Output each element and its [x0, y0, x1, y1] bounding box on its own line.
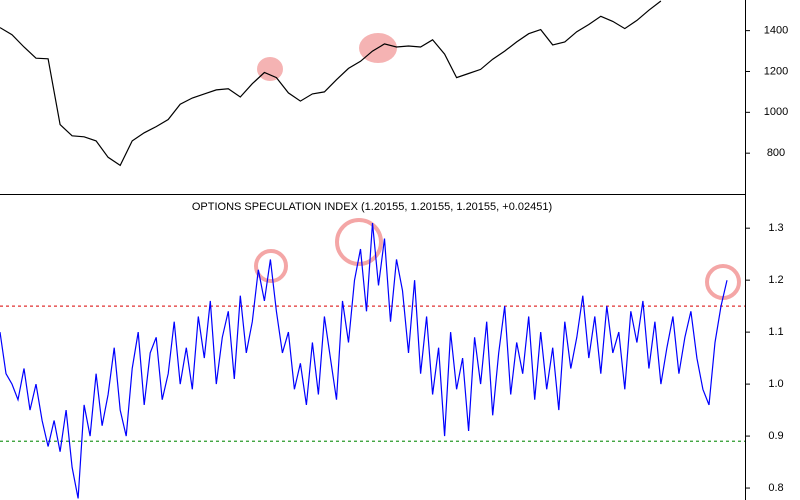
- y-tick-label: 0.8: [768, 482, 783, 494]
- data-line: [0, 0, 662, 167]
- y-tick-label: 1.3: [768, 222, 783, 234]
- highlight: [335, 218, 383, 266]
- y-tick-label: 1200: [764, 65, 788, 77]
- y-tick-label: 0.9: [768, 430, 783, 442]
- highlight: [254, 249, 288, 283]
- y-tick-label: 1.0: [768, 378, 783, 390]
- highlight: [257, 57, 283, 81]
- y-tick-label: 800: [767, 147, 785, 159]
- y-tick-label: 1.1: [768, 326, 783, 338]
- highlight: [705, 264, 741, 300]
- panel-title: OPTIONS SPECULATION INDEX (1.20155, 1.20…: [192, 201, 552, 213]
- y-tick-label: 1400: [764, 25, 788, 37]
- y-tick-label: 1.2: [768, 274, 783, 286]
- y-tick-label: 1000: [764, 106, 788, 118]
- data-line: [0, 222, 728, 499]
- annotations: [254, 33, 741, 300]
